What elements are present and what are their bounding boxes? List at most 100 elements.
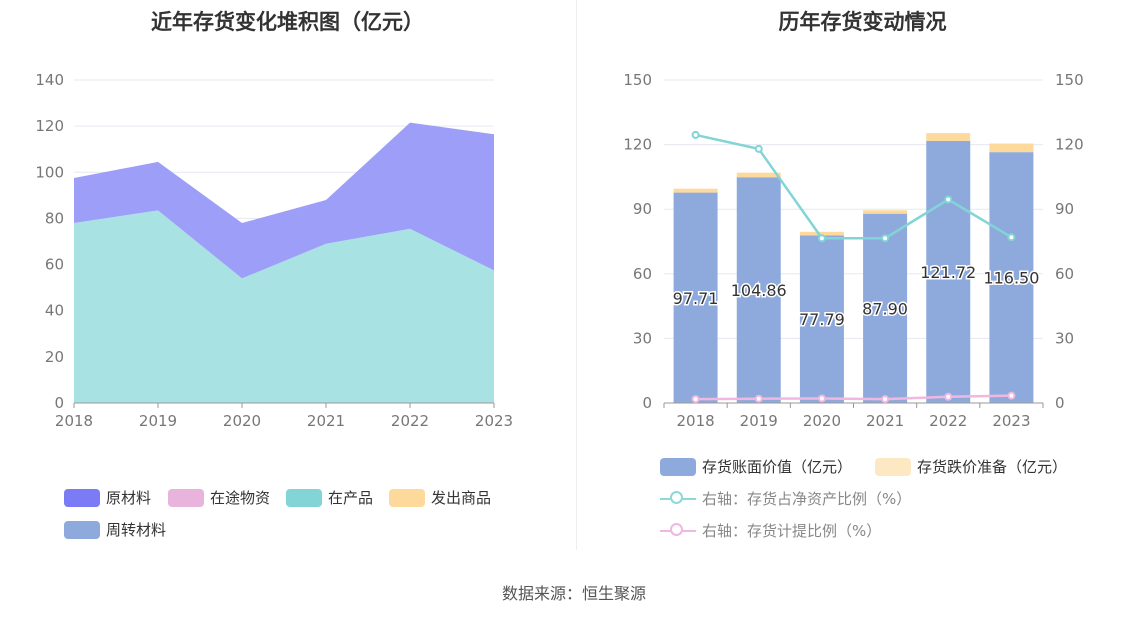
legend-label: 在途物资 [210, 489, 271, 507]
line-point-1 [754, 394, 763, 403]
x-tick-label: 2019 [740, 412, 778, 430]
line-point-1 [817, 394, 826, 403]
line-point-0 [944, 195, 953, 204]
left-chart-panel: 近年存货变化堆积图（亿元） 0 20 40 60 80 100 120 140 2018 2019… [0, 0, 575, 560]
left-chart-title: 近年存货变化堆积图（亿元） [151, 10, 424, 34]
line-point-1 [691, 395, 700, 404]
bar-value-label: 97.71 [673, 289, 719, 308]
legend-item[interactable]: 在产品 [286, 487, 373, 508]
legend-swatch [660, 457, 696, 476]
legend-item[interactable]: 发出商品 [389, 487, 491, 508]
line-point-0 [1007, 233, 1016, 242]
bar-line-combo-chart: 0 30 60 90 120 150 0 30 60 90 120 150 2018 2019 2020 20… [623, 71, 1084, 430]
line-point-0 [881, 234, 890, 243]
y2-tick-label: 90 [1055, 200, 1074, 218]
legend-swatch [660, 490, 696, 508]
legend-swatch [64, 520, 100, 539]
y2-tick-label: 0 [1055, 394, 1065, 412]
area-series-0 [74, 210, 494, 403]
area-series-1 [74, 122, 494, 279]
y-tick-label: 80 [45, 209, 64, 227]
y2-tick-label: 30 [1055, 329, 1074, 347]
bar-value-label: 121.72 [920, 263, 976, 282]
legend-swatch [875, 457, 911, 476]
right-chart-panel: 历年存货变动情况 0 30 60 90 120 150 0 30 60 90 120 150 2018 2… [577, 0, 1148, 560]
y2-tick-label: 60 [1055, 265, 1074, 283]
legend-label: 发出商品 [431, 489, 492, 507]
legend-swatch [168, 488, 204, 507]
x-tick-label: 2022 [929, 412, 967, 430]
x-tick-label: 2018 [55, 412, 93, 430]
line-point-1 [944, 392, 953, 401]
y-tick-label: 60 [633, 265, 652, 283]
y-tick-label: 120 [623, 136, 652, 154]
y-tick-label: 120 [35, 117, 64, 135]
line-point-0 [691, 130, 700, 139]
line-point-0 [754, 144, 763, 153]
line-series-0 [695, 133, 1013, 240]
y-tick-label: 0 [54, 394, 64, 412]
legend-label: 原材料 [106, 489, 152, 507]
bar-book-value [989, 152, 1034, 403]
x-tick-label: 2018 [676, 412, 714, 430]
x-tick-label: 2021 [866, 412, 904, 430]
x-tick-label: 2020 [223, 412, 261, 430]
bar-book-value [799, 235, 844, 403]
legend-label: 右轴：存货占净资产比例（%） [702, 490, 912, 508]
legend-item[interactable]: 存货账面价值（亿元） [660, 456, 852, 477]
y-tick-label: 100 [35, 163, 64, 181]
bar-impairment [926, 133, 971, 141]
y2-tick-label: 120 [1055, 136, 1084, 154]
x-tick-label: 2021 [307, 412, 345, 430]
x-tick-label: 2023 [992, 412, 1030, 430]
y-tick-label: 0 [642, 394, 652, 412]
y-tick-label: 140 [35, 71, 64, 89]
x-tick-label: 2023 [475, 412, 513, 430]
bar-impairment [989, 143, 1034, 153]
bar-book-value [926, 140, 971, 403]
legend-swatch [286, 488, 322, 507]
legend-swatch [64, 488, 100, 507]
bar-value-label: 87.90 [862, 299, 908, 318]
legend-swatch [660, 522, 696, 540]
line-series-1 [695, 394, 1012, 401]
legend-item[interactable]: 存货跌价准备（亿元） [875, 456, 1067, 477]
bar-book-value [736, 177, 781, 403]
stacked-area-chart: 0 20 40 60 80 100 120 140 2018 2019 2020 2021 2022 20… [35, 71, 513, 430]
legend-label: 存货跌价准备（亿元） [917, 458, 1068, 476]
panel-divider [576, 0, 577, 550]
y-tick-label: 150 [623, 71, 652, 89]
x-tick-label: 2022 [391, 412, 429, 430]
y-tick-label: 20 [45, 348, 64, 366]
bar-impairment [673, 188, 718, 193]
legend-label: 在产品 [328, 489, 374, 507]
legend-item[interactable]: 原材料 [64, 487, 151, 508]
line-point-0 [817, 234, 826, 243]
bar-book-value [863, 213, 908, 403]
bar-book-value [673, 192, 718, 403]
y2-tick-label: 150 [1055, 71, 1084, 89]
bar-impairment [799, 231, 844, 236]
x-tick-label: 2019 [139, 412, 177, 430]
line-point-1 [881, 395, 890, 404]
legend-item[interactable]: 右轴：存货计提比例（%） [660, 520, 881, 541]
legend-label: 存货账面价值（亿元） [702, 458, 853, 476]
bar-value-label: 104.86 [731, 281, 787, 300]
bar-impairment [863, 210, 908, 214]
y-tick-label: 40 [45, 302, 64, 320]
legend-item[interactable]: 周转材料 [64, 519, 166, 540]
legend-item[interactable]: 右轴：存货占净资产比例（%） [660, 488, 911, 509]
legend-item[interactable]: 在途物资 [168, 487, 270, 508]
bar-impairment [736, 172, 781, 178]
data-source-note: 数据来源：恒生聚源 [501, 584, 646, 603]
y-tick-label: 60 [45, 256, 64, 274]
legend-swatch [389, 488, 425, 507]
right-chart-title: 历年存货变动情况 [778, 10, 947, 34]
legend-label: 右轴：存货计提比例（%） [702, 522, 882, 540]
y-tick-label: 90 [633, 200, 652, 218]
bar-value-label: 116.50 [983, 269, 1039, 288]
line-point-1 [1007, 391, 1016, 400]
legend-label: 周转材料 [106, 521, 167, 539]
x-tick-label: 2020 [803, 412, 841, 430]
y-tick-label: 30 [633, 329, 652, 347]
